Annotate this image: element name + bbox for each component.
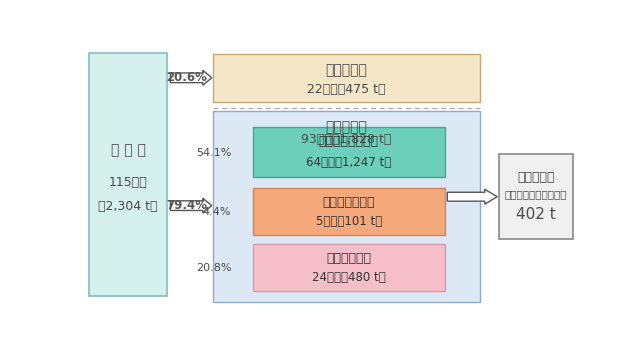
- Text: 54.1%: 54.1%: [196, 148, 231, 158]
- Text: 回 収 量: 回 収 量: [111, 143, 146, 157]
- Polygon shape: [448, 189, 497, 204]
- FancyBboxPatch shape: [498, 154, 573, 239]
- Polygon shape: [170, 70, 212, 85]
- Text: 24千枚（480 t）: 24千枚（480 t）: [312, 271, 386, 284]
- Text: うちリサイクル量: うちリサイクル量: [319, 135, 379, 148]
- FancyBboxPatch shape: [213, 54, 480, 101]
- Text: リユース量: リユース量: [325, 64, 367, 77]
- Text: 20.8%: 20.8%: [196, 263, 231, 273]
- Text: （2,304 t）: （2,304 t）: [99, 200, 158, 213]
- Text: （リサイクル残渣量）: （リサイクル残渣量）: [504, 189, 567, 199]
- Text: 402 t: 402 t: [516, 207, 556, 222]
- FancyBboxPatch shape: [252, 244, 445, 291]
- Text: 115千枚: 115千枚: [109, 176, 147, 189]
- Text: 中間処理量: 中間処理量: [325, 120, 367, 134]
- Polygon shape: [170, 198, 212, 213]
- Text: 93千枚（1,828 t）: 93千枚（1,828 t）: [301, 133, 392, 146]
- Text: 64千枚（1,247 t）: 64千枚（1,247 t）: [306, 156, 392, 169]
- Text: 22千枚（475 t）: 22千枚（475 t）: [307, 83, 386, 96]
- Text: 20.6%: 20.6%: [166, 71, 207, 84]
- Text: 4.4%: 4.4%: [203, 207, 231, 217]
- Text: 最終処分量: 最終処分量: [517, 171, 554, 184]
- Text: 79.4%: 79.4%: [166, 199, 207, 212]
- FancyBboxPatch shape: [252, 127, 445, 177]
- FancyBboxPatch shape: [213, 111, 480, 302]
- FancyBboxPatch shape: [252, 188, 445, 236]
- FancyBboxPatch shape: [90, 53, 167, 296]
- Text: うち熱回収量: うち熱回収量: [327, 252, 372, 265]
- Text: 5千枚（101 t）: 5千枚（101 t）: [316, 216, 382, 229]
- Text: うち単純破砕量: うち単純破砕量: [323, 196, 375, 209]
